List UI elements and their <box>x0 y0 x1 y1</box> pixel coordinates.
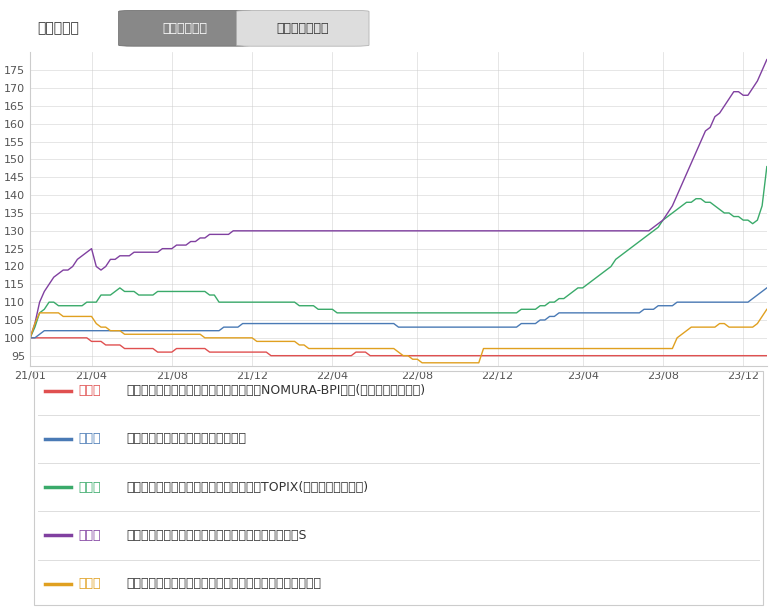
Text: ３年（週次）: ３年（週次） <box>163 22 207 35</box>
Text: 野村国内株式インデックスファンド・TOPIX(確定拠出年金向け): 野村国内株式インデックスファンド・TOPIX(確定拠出年金向け) <box>126 480 368 494</box>
Text: ＤＩＡＭ新興国株式インデックスファンド＜ＤＣ年金＞: ＤＩＡＭ新興国株式インデックスファンド＜ＤＣ年金＞ <box>126 577 321 590</box>
Text: 野村国内債券インデックスファンド・NOMURA-BPI総合(確定拠出年金向け): 野村国内債券インデックスファンド・NOMURA-BPI総合(確定拠出年金向け) <box>126 384 425 397</box>
Text: みずほ信託銀行　外国株式インデックスファンドS: みずほ信託銀行 外国株式インデックスファンドS <box>126 529 306 542</box>
Text: 紫線：: 紫線： <box>78 529 100 542</box>
FancyBboxPatch shape <box>237 10 369 46</box>
Text: 赤線：: 赤線： <box>78 384 100 397</box>
Text: 緑線：: 緑線： <box>78 480 100 494</box>
Text: 表示期間：: 表示期間： <box>38 21 79 35</box>
Text: 青線：: 青線： <box>78 432 100 446</box>
Text: 黄線：: 黄線： <box>78 577 100 590</box>
FancyBboxPatch shape <box>119 10 251 46</box>
Text: １０年（月次）: １０年（月次） <box>277 22 329 35</box>
Text: ＤＣダイワ外国債券インデックス: ＤＣダイワ外国債券インデックス <box>126 432 246 446</box>
